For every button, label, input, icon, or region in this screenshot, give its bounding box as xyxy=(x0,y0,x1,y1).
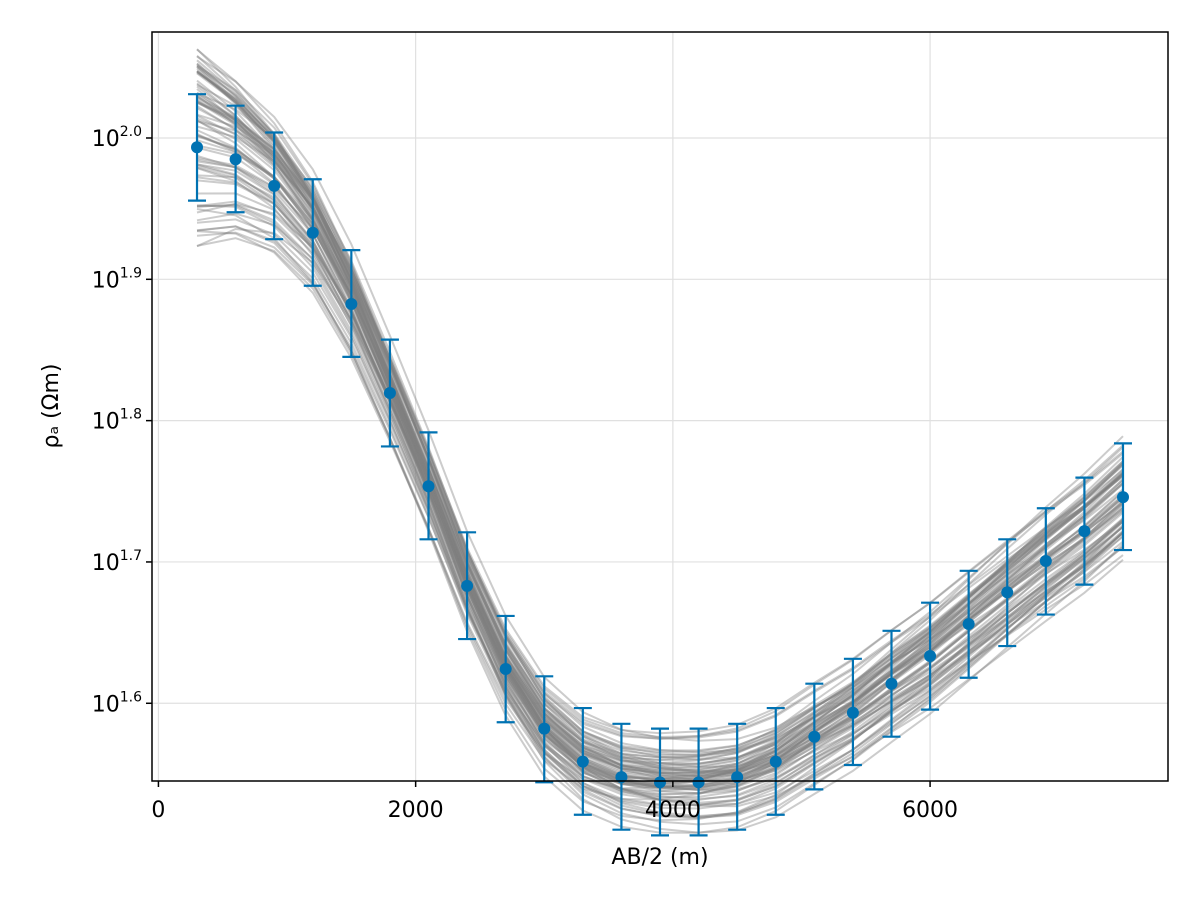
y-tick-label: 101.6 xyxy=(92,689,142,717)
data-point xyxy=(1078,525,1091,538)
data-point xyxy=(654,776,666,789)
x-tick-label: 2000 xyxy=(388,798,444,823)
data-point xyxy=(576,755,589,768)
y-tick-label: 101.7 xyxy=(92,548,142,576)
y-axis-title: ρₐ (Ωm) xyxy=(39,364,64,449)
data-point xyxy=(769,755,782,768)
data-point xyxy=(499,662,512,675)
data-point xyxy=(1116,491,1129,504)
y-tick-label: 101.9 xyxy=(92,265,142,293)
grid xyxy=(152,32,1168,781)
data-point xyxy=(808,730,821,743)
data-point xyxy=(924,649,937,662)
x-tick-label: 4000 xyxy=(645,798,701,823)
x-tick-label: 6000 xyxy=(902,798,958,823)
x-axis-title: AB/2 (m) xyxy=(611,845,708,870)
data-point xyxy=(846,706,859,719)
data-point xyxy=(306,226,319,239)
data-point xyxy=(268,179,281,192)
plot-background xyxy=(152,32,1168,781)
data-point xyxy=(885,677,898,690)
data-point xyxy=(692,776,705,789)
data-point xyxy=(383,387,396,400)
data-point xyxy=(1039,554,1052,567)
data-point xyxy=(731,771,744,784)
data-point xyxy=(615,771,628,784)
y-axis-ticks: 101.6 101.7 101.8 101.9 102.0 xyxy=(92,124,152,717)
data-point xyxy=(962,617,975,630)
data-point xyxy=(461,579,474,592)
data-point xyxy=(229,153,242,166)
y-tick-label: 102.0 xyxy=(92,124,142,152)
y-tick-label: 101.8 xyxy=(92,407,142,435)
data-point xyxy=(422,480,435,493)
plot-frame xyxy=(151,31,1169,782)
observed-data xyxy=(188,93,1132,837)
x-tick-label: 0 xyxy=(151,798,165,823)
data-point xyxy=(345,298,358,311)
data-point xyxy=(191,141,204,154)
data-point xyxy=(538,722,551,735)
x-axis-ticks: 0 2000 4000 6000 xyxy=(151,781,958,823)
data-point xyxy=(1001,586,1014,599)
